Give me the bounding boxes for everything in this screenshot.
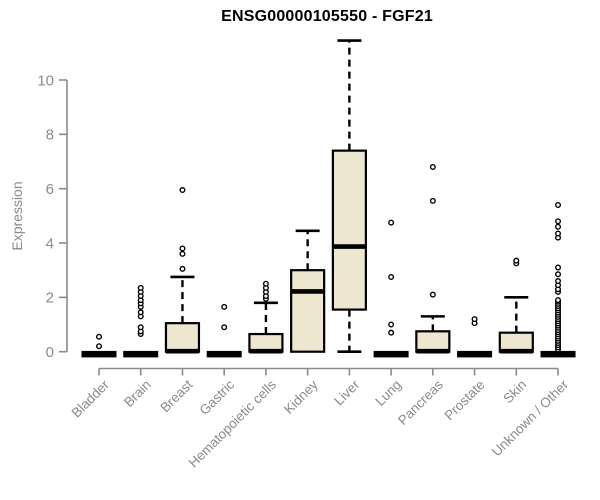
outlier-point <box>137 284 144 291</box>
outlier-point <box>429 291 436 298</box>
x-tick-label-pancreas: Pancreas <box>395 377 446 428</box>
boxplot-hematopoietic-cells <box>248 280 284 354</box>
x-tick-label-kidney: Kidney <box>281 377 321 417</box>
outlier-point <box>95 343 102 350</box>
outlier-point <box>555 218 562 225</box>
outlier-point <box>179 265 186 272</box>
outlier-point <box>555 230 562 237</box>
boxplot-skin <box>498 257 534 354</box>
outlier-point <box>388 219 395 226</box>
y-tick-label: 0 <box>46 344 54 361</box>
x-tick-label-prostate: Prostate <box>442 377 488 423</box>
iqr-box <box>331 149 367 311</box>
outlier-point <box>388 273 395 280</box>
outlier-point <box>221 303 228 310</box>
boxplot-bladder <box>81 333 117 358</box>
outlier-point <box>429 197 436 204</box>
outlier-point <box>388 329 395 336</box>
outlier-point <box>555 271 562 278</box>
boxplot-breast <box>164 187 201 354</box>
median-line <box>123 350 159 358</box>
x-tick-label-liver: Liver <box>331 377 363 409</box>
y-tick-label: 4 <box>46 235 54 252</box>
x-tick-label-lung: Lung <box>372 377 404 409</box>
iqr-box <box>415 330 451 353</box>
outlier-point <box>471 316 478 323</box>
boxplot-unknown-other <box>540 201 576 358</box>
y-axis: 0 2 4 6 8 10 <box>37 72 68 361</box>
outlier-point <box>179 250 186 257</box>
chart-title: ENSG00000105550 - FGF21 <box>221 8 433 25</box>
boxplot-gastric <box>206 303 242 358</box>
x-tick-label-gastric: Gastric <box>196 377 237 418</box>
outlier-point <box>555 297 562 304</box>
outlier-point <box>513 257 520 264</box>
median-line <box>373 350 409 358</box>
median-line <box>206 350 242 358</box>
outlier-point <box>137 309 144 316</box>
median-line <box>540 350 576 358</box>
outlier-point <box>179 245 186 252</box>
boxplot-kidney <box>290 229 326 353</box>
outlier-point <box>555 201 562 208</box>
outlier-point <box>179 187 186 194</box>
outlier-point <box>95 333 102 340</box>
outlier-point <box>137 324 144 331</box>
boxplot-liver <box>331 39 367 354</box>
iqr-box <box>164 322 201 353</box>
x-tick-label-breast: Breast <box>157 377 195 415</box>
y-tick-label: 10 <box>37 72 54 89</box>
boxplot-brain <box>123 284 159 358</box>
outlier-point <box>221 324 228 331</box>
boxplot-prostate <box>457 316 493 358</box>
x-tick-label-skin: Skin <box>500 377 529 406</box>
outlier-point <box>429 163 436 170</box>
x-tick-label-brain: Brain <box>121 377 154 410</box>
x-tick-label-unknown-other: Unknown / Other <box>489 377 572 460</box>
outlier-point <box>555 278 562 285</box>
median-line <box>81 350 117 358</box>
boxplot-lung <box>373 219 409 358</box>
outlier-point <box>555 264 562 271</box>
iqr-box <box>498 331 534 353</box>
boxplot-pancreas <box>415 163 451 354</box>
outlier-point <box>388 321 395 328</box>
y-tick-label: 6 <box>46 181 54 198</box>
x-tick-label-bladder: Bladder <box>69 377 113 421</box>
y-tick-label: 8 <box>46 127 54 144</box>
median-line <box>457 350 493 358</box>
outlier-point <box>555 223 562 230</box>
iqr-box <box>290 269 326 353</box>
outlier-point <box>262 280 269 287</box>
y-tick-label: 2 <box>46 290 54 307</box>
